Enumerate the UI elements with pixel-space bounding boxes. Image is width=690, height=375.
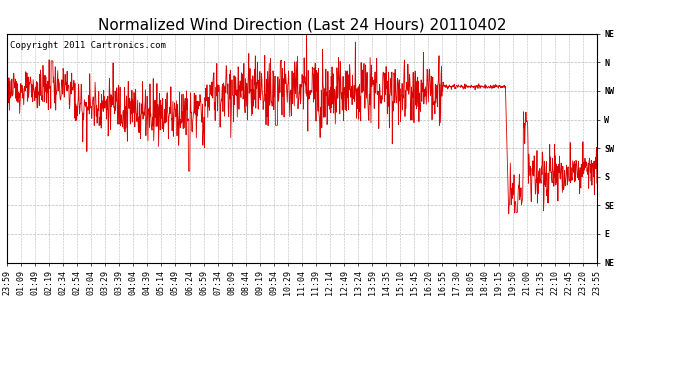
- Text: Copyright 2011 Cartronics.com: Copyright 2011 Cartronics.com: [10, 40, 166, 50]
- Title: Normalized Wind Direction (Last 24 Hours) 20110402: Normalized Wind Direction (Last 24 Hours…: [97, 18, 506, 33]
